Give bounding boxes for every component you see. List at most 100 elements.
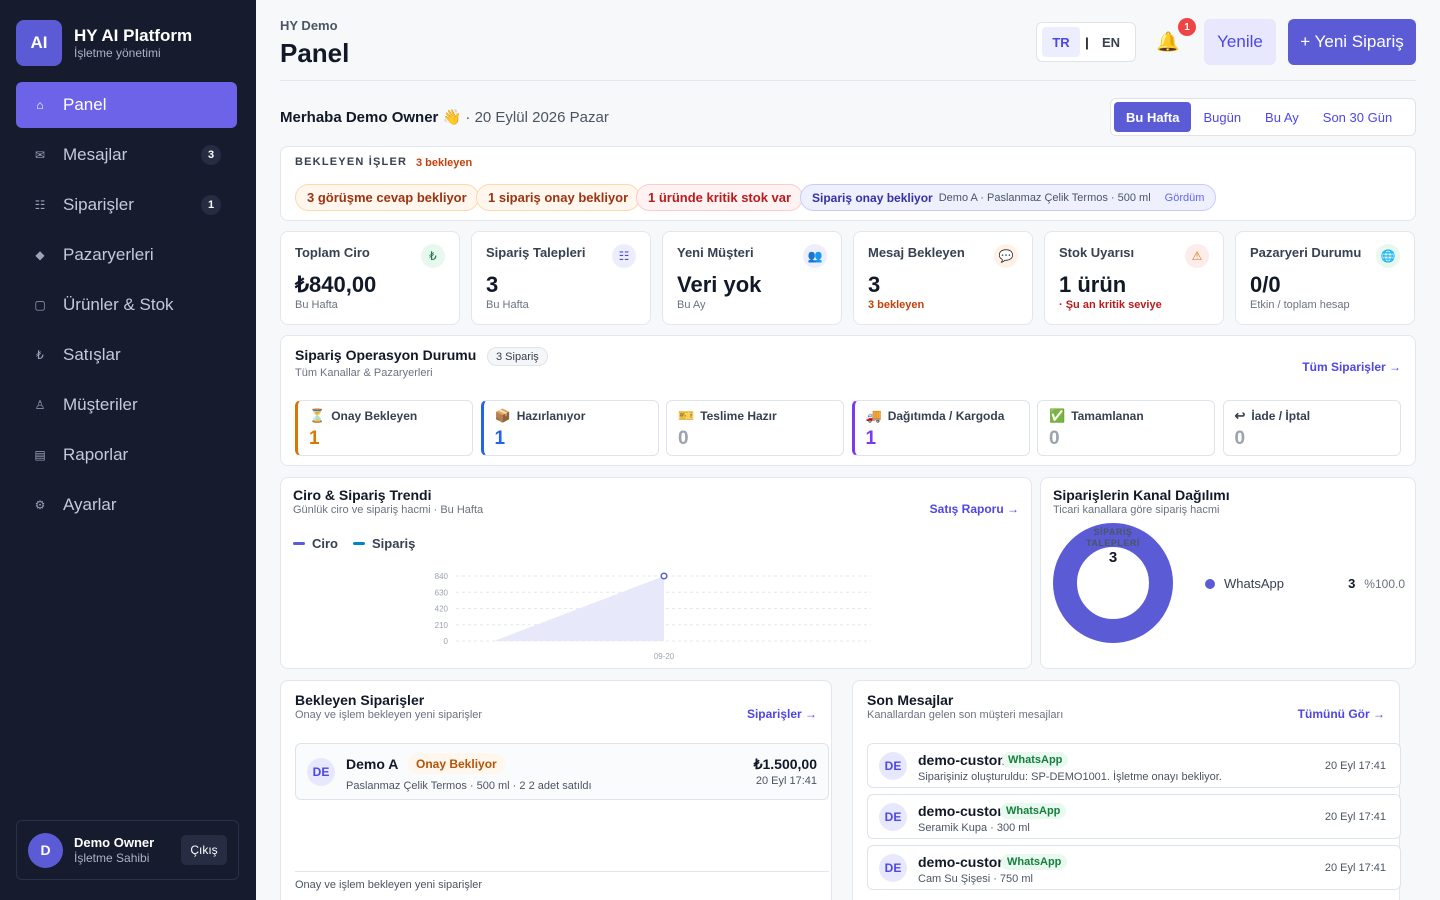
- sidebar-nav: ⌂ Panel ✉ Mesajlar 3 ☷ Siparişler 1 ◆ Pazaryerler…: [16, 82, 237, 532]
- legend-siparis[interactable]: Sipariş: [353, 536, 415, 551]
- message-avatar: DE: [879, 752, 907, 780]
- ops-stage[interactable]: ↩ İade / İptal 0: [1222, 400, 1401, 456]
- ops-stage[interactable]: ⏳ Onay Bekleyen 1: [295, 400, 473, 456]
- channel-distribution-card: Siparişlerin Kanal Dağılımı Ticari kanal…: [1040, 477, 1416, 669]
- user-role: İşletme Sahibi: [74, 850, 150, 865]
- stage-label: 🚚 Dağıtımda / Kargoda: [866, 408, 1005, 424]
- brand-logo: AI: [16, 20, 62, 66]
- kpi-label: Toplam Ciro: [295, 245, 370, 260]
- pending-tasks-title: BEKLEYEN İŞLER: [295, 156, 408, 168]
- sidebar-item-ayarlar[interactable]: ⚙ Ayarlar: [16, 482, 237, 528]
- message-preview: Cam Su Şişesi · 750 ml: [918, 873, 1033, 885]
- channel-badge: WhatsApp: [1002, 752, 1069, 768]
- pending-order-row[interactable]: DE Demo A Onay Bekliyor Paslanmaz Çelik …: [295, 743, 829, 800]
- donut-center-label-2: TALEPLERİ: [1086, 538, 1140, 548]
- message-row[interactable]: DE demo-customer-0 WhatsApp Siparişiniz olu…: [867, 743, 1401, 788]
- recent-messages-card: Son Mesajlar Kanallardan gelen son müşte…: [852, 680, 1401, 900]
- refresh-button[interactable]: Yenile: [1204, 19, 1276, 65]
- legend-ciro[interactable]: Ciro: [293, 536, 338, 551]
- ciro-point[interactable]: [660, 572, 668, 580]
- order-status-badge: Onay Bekliyor: [408, 753, 505, 774]
- user-card: D Demo Owner İşletme Sahibi Çıkış: [16, 820, 239, 880]
- sidebar-item-mesajlar[interactable]: ✉ Mesajlar 3: [16, 132, 237, 178]
- pending-alert[interactable]: Sipariş onay bekliyor Demo A · Paslanmaz…: [800, 184, 1217, 211]
- stage-name: Onay Bekleyen: [331, 409, 418, 423]
- kpi-label: Pazaryeri Durumu: [1250, 245, 1362, 260]
- sidebar-item-label: Pazaryerleri: [63, 245, 154, 264]
- range-option-0[interactable]: Bu Hafta: [1114, 102, 1192, 132]
- pending-alert-title: Sipariş onay bekliyor: [812, 190, 933, 205]
- hourglass-icon: ⏳: [309, 408, 326, 423]
- range-option-2[interactable]: Bu Ay: [1265, 109, 1299, 125]
- kpi-card: Sipariş Talepleri ☷ 3 Bu Hafta: [471, 231, 651, 325]
- sidebar-item-label: Siparişler: [63, 195, 134, 214]
- new-order-button[interactable]: + Yeni Sipariş: [1288, 19, 1416, 65]
- order-amount: ₺1.500,00: [753, 756, 817, 772]
- dist-legend-item[interactable]: WhatsApp 3 %100.0: [1205, 576, 1405, 591]
- all-orders-link[interactable]: Tüm Siparişler →: [1302, 360, 1401, 374]
- check-icon: ✅: [1049, 408, 1066, 423]
- notification-badge: 1: [1178, 18, 1196, 36]
- sidebar-item-ürünler-stok[interactable]: ▢ Ürünler & Stok: [16, 282, 237, 328]
- sidebar-item-raporlar[interactable]: ▤ Raporlar: [16, 432, 237, 478]
- donut-slice-whatsapp[interactable]: [1053, 523, 1173, 643]
- view-all-messages-link[interactable]: Tümünü Gör →: [1297, 707, 1385, 721]
- ops-stage[interactable]: ✅ Tamamlanan 0: [1037, 400, 1215, 456]
- ops-subtitle: Tüm Kanallar & Pazaryerleri: [295, 367, 433, 379]
- acknowledge-button[interactable]: Gördüm: [1164, 191, 1205, 204]
- ops-stage[interactable]: 📦 Hazırlanıyor 1: [480, 400, 659, 456]
- dist-subtitle: Ticari kanallara göre sipariş hacmi: [1053, 504, 1220, 516]
- y-tick-label: 0: [444, 637, 449, 646]
- y-tick-label: 420: [435, 605, 449, 614]
- user-name: Demo Owner: [74, 834, 155, 850]
- messages-title: Son Mesajlar: [867, 692, 954, 708]
- legend-siparis-label: Sipariş: [372, 536, 416, 551]
- brand[interactable]: AI HY AI Platform İşletme yönetimi: [16, 20, 192, 66]
- message-row[interactable]: DE demo-customer-2 WhatsApp Cam Su Şişesi ·…: [867, 845, 1401, 890]
- ops-stage[interactable]: 🎫 Teslime Hazır 0: [666, 400, 844, 456]
- pending-chip-conversations[interactable]: 3 görüşme cevap bekliyor: [295, 184, 479, 211]
- stage-value: 1: [309, 428, 320, 449]
- range-option-1[interactable]: Bugün: [1203, 109, 1242, 125]
- sidebar-item-müşteriler[interactable]: ♙ Müşteriler: [16, 382, 237, 428]
- breadcrumb[interactable]: HY Demo: [280, 18, 338, 33]
- diamond-icon: ◆: [35, 248, 45, 262]
- logout-button[interactable]: Çıkış: [181, 835, 227, 865]
- bell-icon[interactable]: 🔔: [1156, 32, 1180, 53]
- kpi-card: Yeni Müşteri 👥 Veri yok Bu Ay: [662, 231, 842, 325]
- lang-tr-button[interactable]: TR: [1042, 27, 1080, 57]
- ops-stage[interactable]: 🚚 Dağıtımda / Kargoda 1: [851, 400, 1030, 456]
- kpi-card: Toplam Ciro ₺ ₺840,00 Bu Hafta: [280, 231, 460, 325]
- pending-chip-orders[interactable]: 1 sipariş onay bekliyor: [476, 184, 641, 211]
- range-option-3[interactable]: Son 30 Gün: [1322, 109, 1393, 125]
- lang-en-button[interactable]: EN: [1101, 34, 1121, 50]
- dist-legend-count: 3: [1348, 576, 1356, 591]
- sidebar-item-panel[interactable]: ⌂ Panel: [16, 82, 237, 128]
- kpi-subtitle: · Şu an kritik seviye: [1059, 299, 1162, 311]
- sidebar-item-label: Ürünler & Stok: [63, 295, 174, 314]
- y-tick-label: 840: [435, 572, 449, 581]
- lira-icon: ₺: [421, 244, 445, 268]
- brand-title: HY AI Platform: [74, 26, 193, 45]
- stage-name: Hazırlanıyor: [516, 409, 586, 423]
- stage-value: 1: [865, 428, 877, 449]
- stage-label: ↩ İade / İptal: [1235, 408, 1311, 424]
- message-row[interactable]: DE demo-customer-1 WhatsApp Seramik Kupa · …: [867, 794, 1401, 839]
- sidebar-item-siparişler[interactable]: ☷ Siparişler 1: [16, 182, 237, 228]
- trend-chart: 840 630 420 210 0 09-20: [435, 572, 871, 661]
- sidebar-item-label: Mesajlar: [63, 145, 128, 164]
- kpi-subtitle: Bu Hafta: [486, 299, 529, 311]
- orders-link[interactable]: Siparişler →: [746, 707, 817, 721]
- sales-report-link[interactable]: Satış Raporu →: [929, 502, 1019, 516]
- stage-name: İade / İptal: [1251, 409, 1311, 423]
- pending-orders-title: Bekleyen Siparişler: [295, 692, 425, 708]
- trend-chart-card: Ciro & Sipariş Trendi Günlük ciro ve sip…: [280, 477, 1032, 669]
- lang-separator: |: [1085, 34, 1089, 50]
- stage-label: 📦 Hazırlanıyor: [495, 408, 586, 424]
- message-preview: Siparişiniz oluşturuldu: SP-DEMO1001. İş…: [918, 771, 1222, 783]
- order-date: 20 Eyl 17:41: [755, 775, 817, 787]
- sidebar-item-satışlar[interactable]: ₺ Satışlar: [16, 332, 237, 378]
- pending-chip-stock[interactable]: 1 üründe kritik stok var: [636, 184, 804, 211]
- x-tick-label: 09-20: [654, 652, 675, 661]
- sidebar-item-pazaryerleri[interactable]: ◆ Pazaryerleri: [16, 232, 237, 278]
